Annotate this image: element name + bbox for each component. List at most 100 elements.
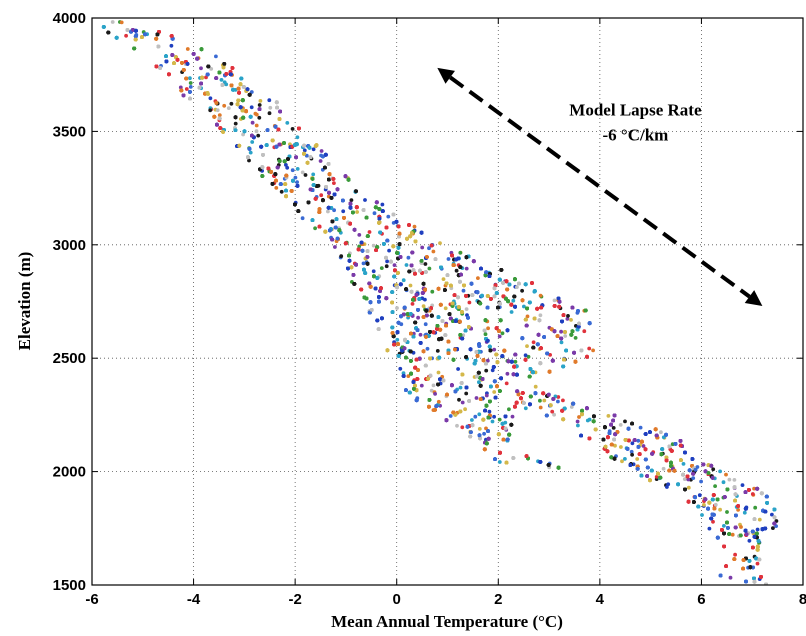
data-point (222, 103, 227, 108)
data-point (411, 331, 416, 336)
data-point (559, 340, 564, 345)
data-point (711, 467, 716, 472)
data-point (425, 346, 430, 351)
data-point (361, 261, 366, 266)
data-point (248, 150, 253, 155)
data-point (119, 20, 124, 25)
data-point (406, 374, 411, 378)
data-point (730, 532, 735, 537)
data-point (433, 392, 437, 396)
data-point (490, 419, 495, 424)
data-point (509, 310, 514, 314)
data-point (285, 165, 290, 170)
data-point (229, 101, 234, 106)
data-point (217, 113, 222, 117)
data-point (420, 296, 425, 301)
data-point (208, 96, 213, 101)
data-point (410, 302, 415, 306)
data-point (681, 462, 686, 466)
data-point (188, 81, 193, 85)
data-point (357, 244, 362, 249)
data-point (742, 510, 747, 515)
data-point (454, 268, 459, 273)
data-point (295, 167, 300, 171)
data-point (438, 241, 442, 246)
data-point (497, 417, 502, 422)
data-point (349, 198, 354, 203)
data-point (552, 298, 557, 303)
data-point (464, 266, 469, 271)
data-point (721, 480, 726, 485)
data-point (526, 354, 531, 359)
data-point (507, 407, 511, 412)
data-point (249, 105, 254, 110)
data-point (483, 332, 488, 337)
data-point (241, 132, 246, 137)
data-point (412, 224, 417, 229)
data-point (302, 148, 307, 153)
data-point (357, 233, 362, 237)
data-point (333, 245, 337, 249)
data-point (431, 249, 436, 254)
data-point (728, 575, 733, 580)
data-point (254, 129, 259, 134)
data-point (591, 348, 595, 353)
data-point (467, 300, 472, 305)
data-point (199, 66, 203, 71)
data-point (443, 306, 448, 311)
data-point (553, 394, 558, 399)
data-point (538, 398, 542, 403)
data-point (618, 423, 623, 427)
data-point (406, 255, 411, 260)
data-point (427, 246, 431, 251)
data-point (661, 466, 666, 471)
data-point (295, 180, 299, 185)
data-point (279, 189, 284, 194)
data-point (490, 368, 495, 373)
data-point (750, 492, 755, 496)
data-point (372, 211, 377, 216)
data-point (367, 230, 372, 234)
data-point (435, 349, 440, 353)
data-point (504, 381, 509, 386)
data-point (401, 278, 406, 283)
data-point (395, 337, 400, 342)
data-point (538, 405, 543, 410)
data-point (718, 469, 722, 474)
data-point (326, 209, 330, 214)
data-point (188, 76, 192, 81)
data-point (398, 366, 403, 371)
data-point (456, 367, 460, 371)
data-point (497, 334, 502, 339)
data-point (585, 418, 590, 423)
data-point (569, 405, 574, 409)
data-point (188, 85, 193, 89)
data-point (464, 391, 469, 396)
data-point (339, 254, 344, 259)
data-point (641, 444, 646, 448)
data-point (724, 472, 728, 477)
data-point (463, 407, 467, 412)
data-point (525, 344, 529, 348)
data-point (386, 214, 391, 219)
data-point (332, 208, 336, 213)
data-point (304, 153, 309, 158)
data-point (110, 20, 115, 24)
data-point (623, 419, 627, 424)
data-point (436, 370, 441, 375)
data-point (686, 477, 691, 482)
data-point (408, 283, 413, 288)
data-point (538, 313, 543, 318)
data-point (713, 484, 717, 488)
data-point (575, 419, 580, 424)
data-point (566, 314, 570, 318)
data-point (431, 383, 436, 388)
data-point (513, 359, 518, 364)
data-point (387, 248, 391, 253)
data-point (440, 374, 445, 379)
data-point (482, 431, 486, 436)
data-point (461, 333, 466, 338)
data-point (611, 426, 616, 430)
data-point (739, 525, 743, 529)
data-point (460, 425, 465, 430)
